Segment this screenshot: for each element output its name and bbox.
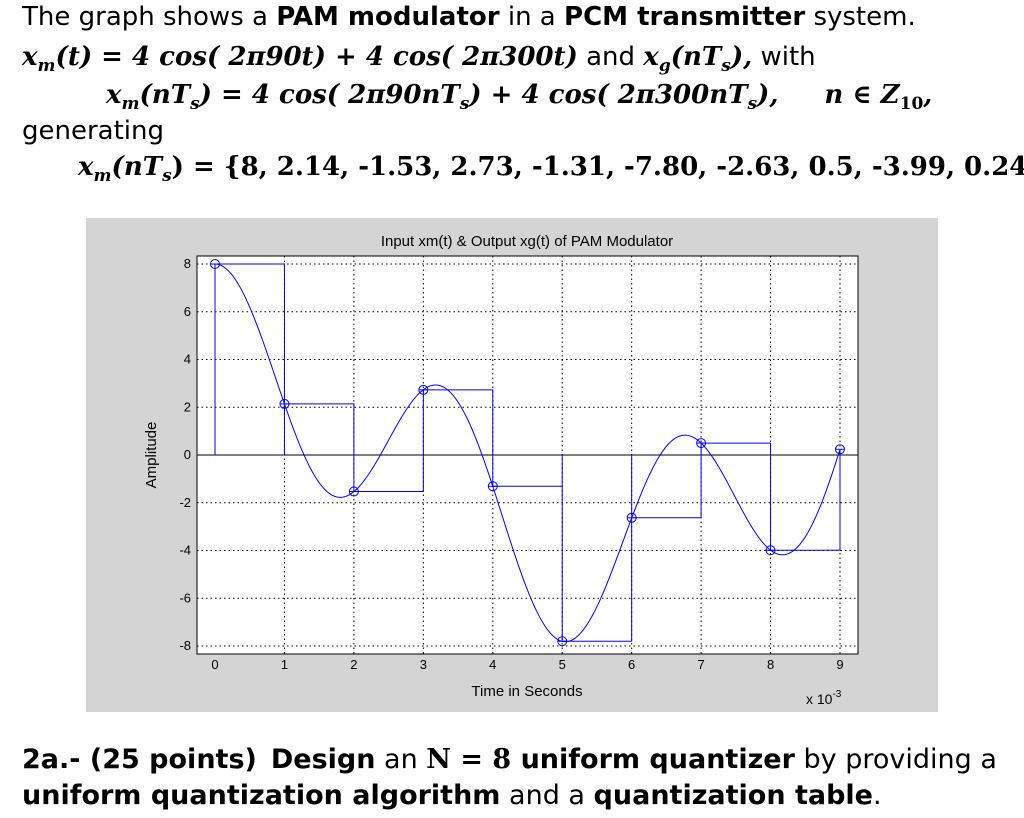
by-providing-text: by providing a	[794, 744, 997, 775]
y-tick-label: -2	[179, 495, 191, 510]
algorithm-text: uniform quantization algorithm	[22, 780, 501, 811]
signal-definition-line: xm(t) = 4 cos( 2π90t) + 4 cos( 2π300t) a…	[22, 42, 816, 76]
x-tick-label: 2	[350, 657, 357, 672]
pam-chart: 0 1 2 3 4 5 6 7 8 9 -8 -6 -4 -2 0 2 4 6 8 Input xm(t) & Ou…	[86, 218, 938, 712]
y-tick-label: -4	[179, 543, 191, 558]
x-tick-label: 8	[767, 657, 774, 672]
question-line-2: uniform quantization algorithm and a qua…	[22, 780, 882, 811]
y-axis-label: Amplitude	[143, 422, 160, 489]
xg-ts-subscript: s	[721, 56, 731, 76]
samples-values: ) = {8, 2.14, -1.53, 2.73, -1.31, -7.80,…	[171, 152, 1024, 182]
y-tick-label: -8	[179, 638, 191, 653]
quantization-table-text: quantization table	[593, 780, 873, 811]
question-label: 2a.- (25 points)	[22, 744, 257, 775]
x-tick-label: 6	[628, 657, 635, 672]
an-word: an	[375, 744, 427, 775]
xm-sampled-arg: (nT	[139, 80, 191, 110]
xg-arg-end: ),	[730, 42, 753, 72]
pam-chart-svg: 0 1 2 3 4 5 6 7 8 9 -8 -6 -4 -2 0 2 4 6 8 Input xm(t) & Ou…	[86, 218, 938, 712]
intro-line: The graph shows a PAM modulator in a PCM…	[22, 2, 916, 32]
x-tick-label: 7	[697, 657, 704, 672]
xg-arg: (nT	[670, 42, 722, 72]
chart-title: Input xm(t) & Output xg(t) of PAM Modula…	[381, 233, 673, 250]
ts-subscript-3: s	[747, 94, 758, 114]
question-line-1: 2a.- (25 points) Design an N = 8 uniform …	[22, 744, 997, 775]
and-text: and	[577, 42, 644, 72]
samples-subscript: m	[93, 166, 112, 186]
x-tick-label: 9	[836, 657, 843, 672]
x-multiplier: x 10-3	[806, 689, 842, 707]
xm-continuous-line	[214, 263, 841, 643]
design-word: Design	[270, 744, 376, 775]
intro-text-2: in a	[499, 2, 565, 32]
xg-staircase-line	[214, 263, 841, 642]
xg-symbol: x	[643, 42, 659, 72]
domain-comma: ,	[923, 80, 933, 110]
sample-values-line: xm(nTs) = {8, 2.14, -1.53, 2.73, -1.31, …	[78, 152, 1024, 186]
x-tick-label: 4	[489, 657, 496, 672]
y-tick-label: 2	[184, 399, 191, 414]
y-tick-label: 8	[184, 256, 191, 271]
axis-ticks: 0 1 2 3 4 5 6 7 8 9 -8 -6 -4 -2 0 2 4 6 8	[179, 256, 843, 672]
samples-ts-subscript: s	[162, 166, 172, 186]
n-equals-8: N = 8	[426, 744, 512, 775]
x-tick-label: 0	[211, 657, 218, 672]
with-text: with	[752, 42, 816, 72]
generating-text: generating	[22, 116, 164, 146]
xm-sampled-subscript: m	[121, 94, 140, 114]
question-period: .	[873, 780, 882, 811]
intro-bold-pcm: PCM transmitter	[564, 2, 806, 32]
x-tick-label: 5	[559, 657, 566, 672]
intro-text-1: The graph shows a	[22, 2, 277, 32]
x-tick-label: 1	[281, 657, 288, 672]
uniform-quantizer-text: uniform quantizer	[511, 744, 795, 775]
intro-bold-pam: PAM modulator	[276, 2, 500, 32]
xg-subscript: g	[658, 56, 671, 76]
domain-subscript: 10	[899, 94, 924, 114]
sampled-expression-end: ),	[757, 80, 779, 110]
sampled-signal-line: xm(nTs) = 4 cos( 2π90nTs) + 4 cos( 2π300…	[106, 80, 932, 114]
y-tick-label: -6	[179, 590, 191, 605]
y-tick-label: 0	[184, 447, 191, 462]
ts-subscript-2: s	[459, 94, 470, 114]
xm-expression: (t) = 4 cos( 2π90t) + 4 cos( 2π300t)	[55, 42, 578, 72]
x-multiplier-base: x 10	[806, 691, 833, 707]
xm-sampled-symbol: x	[106, 80, 122, 110]
and-a-text: and a	[500, 780, 594, 811]
y-tick-label: 6	[184, 304, 191, 319]
sampled-expression-2: ) + 4 cos( 2π300nT	[469, 80, 748, 110]
xm-subscript: m	[37, 56, 56, 76]
xm-symbol: x	[22, 42, 38, 72]
sampled-expression-1: ) = 4 cos( 2π90nT	[199, 80, 460, 110]
y-tick-label: 4	[184, 352, 191, 367]
ts-subscript: s	[190, 94, 200, 114]
domain-text: n ∈ Z	[824, 80, 900, 110]
series	[210, 259, 845, 647]
intro-text-3: system.	[805, 2, 916, 32]
x-multiplier-exponent: -3	[832, 689, 841, 700]
x-tick-label: 3	[420, 657, 427, 672]
samples-symbol: x	[78, 152, 94, 182]
samples-arg: (nT	[111, 152, 163, 182]
x-axis-label: Time in Seconds	[471, 683, 582, 700]
